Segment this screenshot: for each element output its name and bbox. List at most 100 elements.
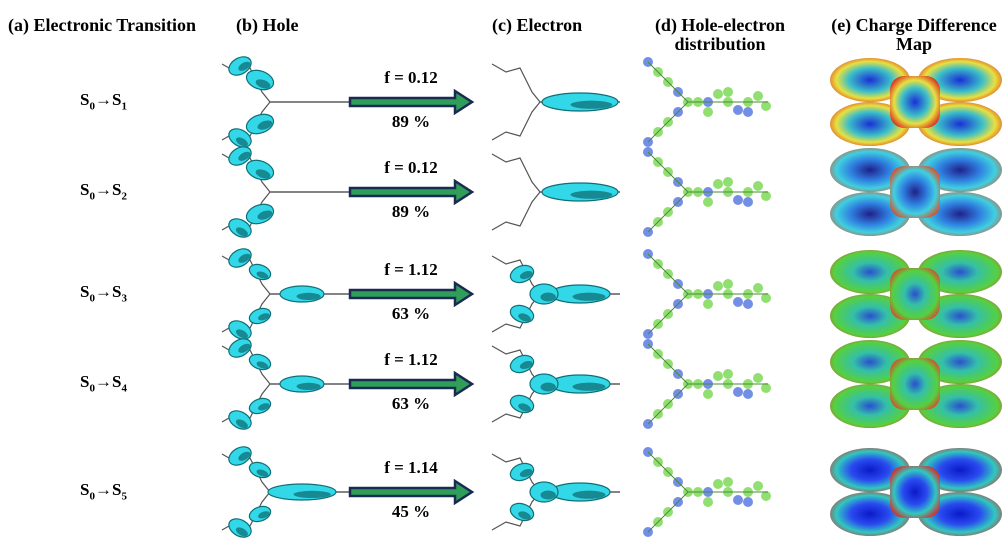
hole-lobe-a-5-shade [238,451,251,461]
distribution-dot-3-16 [703,299,713,309]
electron-lobe-core-1-shade [570,100,613,109]
transition-arrow-glyph: → [94,90,112,109]
distribution-dot-1-7 [713,89,723,99]
distribution-dot-5-18 [743,497,753,507]
hole-lobe-core-5-shade [293,490,331,498]
hole-lobe-a-3-shade [238,253,251,263]
transition-to-index: 4 [121,382,127,395]
transition-arrow-shape-3 [348,280,475,308]
distribution-skeleton-4 [647,343,768,425]
distribution-dot-3-9 [733,297,743,307]
hole-lobe-c-3-shade [235,329,248,339]
header-hole-electron-line1: (d) Hole-electron [654,15,786,35]
hole-lobe-d-3-shade [258,313,270,321]
contribution-percent-1: 89 % [391,112,431,131]
hole-electron-map-2 [643,147,771,237]
hole-electron-map-5 [643,447,771,537]
hole-lobe-a-1-shade [238,61,251,71]
distribution-dot-1-17 [723,87,733,97]
hole-lobe-d-4-shade [258,403,270,411]
transition-arrow-glyph: → [94,480,112,499]
oscillator-strength-3: f = 1.12 [384,260,438,279]
distribution-dot-2-18 [743,197,753,207]
distribution-dot-1-9 [733,105,743,115]
transition-to-index: 5 [121,490,127,503]
transition-arrow-shape-1 [348,88,475,116]
distribution-dot-2-17 [723,177,733,187]
hole-lobe-b-4-shade [256,361,269,369]
hole-lobe-b-2-shade [255,169,271,179]
electron-lobe-b-4-shade [518,403,531,412]
electron-orbital-2 [491,153,620,231]
hole-electron-map-4 [643,339,771,429]
electron-skeleton-1-lower [491,101,541,141]
transition-label-3: S0→S3 [80,282,127,304]
transition-to-index: 3 [121,292,127,305]
hole-lobe-a-4-shade [238,343,251,353]
transition-to-index: 1 [121,100,127,113]
transition-arrow-5 [348,478,475,506]
transition-from-index: 0 [89,490,95,503]
electron-lobe-c-3-shade [540,292,556,302]
transition-label-1: S0→S1 [80,90,127,112]
transition-label-5: S0→S5 [80,480,127,502]
electron-lobe-core-2-shade [570,190,613,199]
distribution-dot-1-18 [743,107,753,117]
hole-lobe-b-5-shade [256,469,269,477]
header-electronic-transition: (a) Electronic Transition [8,15,196,35]
electron-lobe-a-4-shade [519,360,533,370]
oscillator-strength-1: f = 0.12 [384,68,438,87]
transition-from: S [80,372,90,391]
contribution-percent-2: 89 % [391,202,431,221]
charge-core-3 [890,268,940,320]
oscillator-strength-2: f = 0.12 [384,158,438,177]
hole-lobe-c-5-shade [235,527,248,537]
distribution-dot-3-19 [761,293,771,303]
charge-difference-map-1 [830,58,1002,146]
hole-lobe-d-2-shade [257,210,273,220]
distribution-dot-5-16 [703,497,713,507]
distribution-dot-4-11 [753,373,763,383]
hole-lobe-c-4-shade [235,419,248,429]
transition-label-2: S0→S2 [80,180,127,202]
distribution-dot-5-19 [761,491,771,501]
transition-arrow-shape-5 [348,478,475,506]
charge-difference-map-4 [830,340,1002,428]
distribution-dot-3-18 [743,299,753,309]
transition-to: S [111,90,122,109]
transition-to: S [111,372,122,391]
transition-arrow-glyph: → [94,180,112,199]
header-charge-difference-line2: Map [896,34,932,54]
distribution-dot-5-7 [713,479,723,489]
electron-lobe-c-4-shade [540,382,556,392]
transition-from: S [80,480,90,499]
electron-orbital-3 [491,255,620,333]
distribution-dot-4-7 [713,371,723,381]
distribution-dot-4-16 [703,389,713,399]
distribution-dot-4-18 [743,389,753,399]
transition-arrow-1 [348,88,475,116]
hole-electron-map-1 [643,57,771,147]
hole-orbital-1 [221,56,350,148]
hole-lobe-a-2-shade [238,151,251,161]
transition-to: S [111,480,122,499]
hole-lobe-core-4-shade [296,382,321,390]
transition-to: S [111,180,122,199]
distribution-skeleton-1 [647,61,768,143]
transition-to-index: 2 [121,190,127,203]
transition-from: S [80,282,90,301]
header-electron: (c) Electron [492,15,583,35]
electron-skeleton-2-lower [491,191,541,231]
oscillator-strength-4: f = 1.12 [384,350,438,369]
charge-core-1 [890,76,940,128]
header-charge-difference-line1: (e) Charge Difference [831,16,997,35]
charge-core-5 [890,466,940,518]
distribution-dot-1-19 [761,101,771,111]
distribution-dot-2-9 [733,195,743,205]
distribution-dot-2-16 [703,197,713,207]
hole-orbital-2 [221,146,350,238]
transition-to: S [111,282,122,301]
transition-from: S [80,180,90,199]
header-hole-electron: (d) Hole-electron distribution [640,16,800,54]
